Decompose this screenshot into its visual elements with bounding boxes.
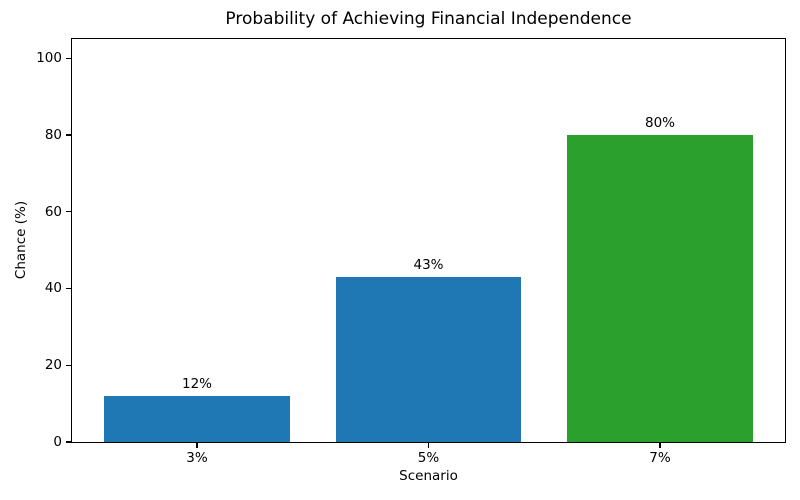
y-tick-mark: [66, 441, 72, 443]
x-tick-label: 5%: [417, 450, 440, 466]
y-tick-mark: [66, 211, 72, 213]
y-tick-label: 100: [36, 50, 62, 67]
bar-value-label: 12%: [181, 375, 213, 392]
bar-value-label: 80%: [644, 114, 675, 131]
y-tick-label: 0: [53, 434, 62, 450]
bar-7%: [567, 134, 753, 442]
y-tick-label: 20: [44, 357, 62, 374]
x-tick-mark: [196, 442, 198, 448]
x-tick-label: 7%: [649, 450, 671, 466]
y-tick-label: 40: [44, 280, 62, 297]
chart-title: Probability of Achieving Financial Indep…: [225, 9, 632, 29]
x-axis-label: Scenario: [399, 468, 458, 484]
plot-area: 0 20 40 60 80 100 12% 3% 43% 5% 80% 7%: [36, 38, 786, 466]
bar-5%: [335, 276, 522, 442]
y-tick-mark: [66, 134, 72, 136]
x-tick-label: 3%: [186, 450, 208, 466]
bar-3%: [104, 395, 290, 442]
y-tick-label: 60: [44, 203, 62, 220]
y-tick-mark: [66, 364, 72, 366]
y-axis-label: Chance (%): [13, 200, 29, 280]
x-tick-mark: [659, 442, 661, 448]
bar-value-label: 43%: [413, 256, 444, 273]
y-tick-mark: [66, 287, 72, 290]
x-tick-mark: [427, 442, 430, 448]
y-tick-mark: [66, 57, 72, 59]
y-tick-label: 80: [44, 126, 62, 143]
